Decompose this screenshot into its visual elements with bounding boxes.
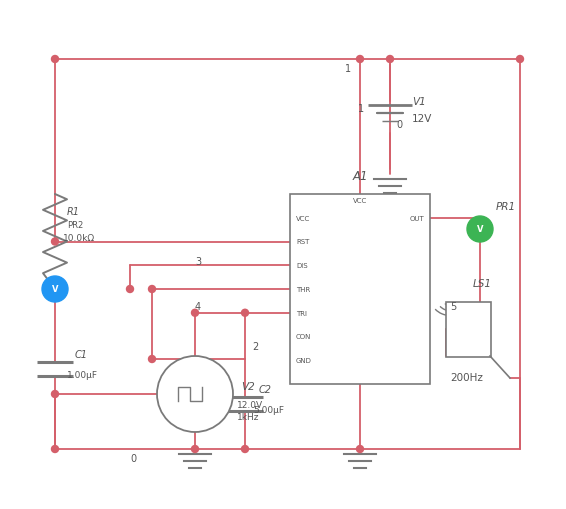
Text: 0: 0: [130, 453, 136, 463]
Circle shape: [467, 216, 493, 242]
Circle shape: [242, 445, 248, 453]
Circle shape: [191, 309, 199, 317]
Text: 5.00μF: 5.00μF: [253, 405, 284, 414]
Text: 2: 2: [252, 342, 258, 351]
Text: 3: 3: [195, 257, 201, 267]
Circle shape: [242, 309, 248, 317]
Text: 1.00μF: 1.00μF: [67, 370, 98, 379]
Text: 10.0kΩ: 10.0kΩ: [63, 234, 95, 242]
Circle shape: [52, 56, 58, 64]
Circle shape: [52, 445, 58, 453]
Circle shape: [52, 239, 58, 245]
Circle shape: [387, 56, 393, 64]
Text: 1: 1: [345, 64, 351, 74]
Text: C1: C1: [75, 349, 88, 359]
Circle shape: [517, 56, 524, 64]
Text: THR: THR: [296, 287, 310, 293]
Circle shape: [148, 356, 156, 363]
Circle shape: [148, 286, 156, 293]
Text: LS1: LS1: [473, 278, 492, 289]
Text: V: V: [52, 285, 58, 294]
Text: V1: V1: [412, 97, 426, 107]
Text: V: V: [477, 225, 483, 234]
Text: TRI: TRI: [296, 310, 307, 316]
Text: PR2: PR2: [67, 220, 83, 230]
Text: VCC: VCC: [296, 215, 310, 221]
Text: C2: C2: [259, 384, 272, 394]
Text: VCC: VCC: [353, 197, 367, 204]
Text: 200Hz: 200Hz: [450, 372, 483, 382]
Text: RST: RST: [296, 239, 310, 245]
Circle shape: [191, 445, 199, 453]
Bar: [290, 194, 430, 384]
Circle shape: [357, 445, 363, 453]
Circle shape: [357, 56, 363, 64]
Text: 12V: 12V: [412, 114, 432, 124]
Text: PR1: PR1: [496, 202, 516, 212]
Text: 0: 0: [396, 120, 402, 130]
Text: 5: 5: [450, 301, 456, 312]
Text: GND: GND: [296, 357, 312, 363]
Text: 12.0V: 12.0V: [237, 400, 263, 409]
Bar: [446, 302, 491, 357]
Circle shape: [52, 286, 58, 293]
Text: 1kHz: 1kHz: [237, 412, 259, 421]
Text: 4: 4: [195, 301, 201, 312]
Text: DIS: DIS: [296, 263, 308, 269]
Text: CON: CON: [296, 334, 311, 340]
Text: OUT: OUT: [409, 215, 424, 221]
Text: R1: R1: [67, 207, 80, 216]
Text: 1: 1: [358, 104, 364, 114]
Circle shape: [52, 391, 58, 398]
Circle shape: [126, 286, 134, 293]
Text: A1: A1: [352, 169, 368, 183]
Circle shape: [157, 356, 233, 432]
Circle shape: [42, 276, 68, 302]
Text: V2: V2: [241, 381, 255, 391]
